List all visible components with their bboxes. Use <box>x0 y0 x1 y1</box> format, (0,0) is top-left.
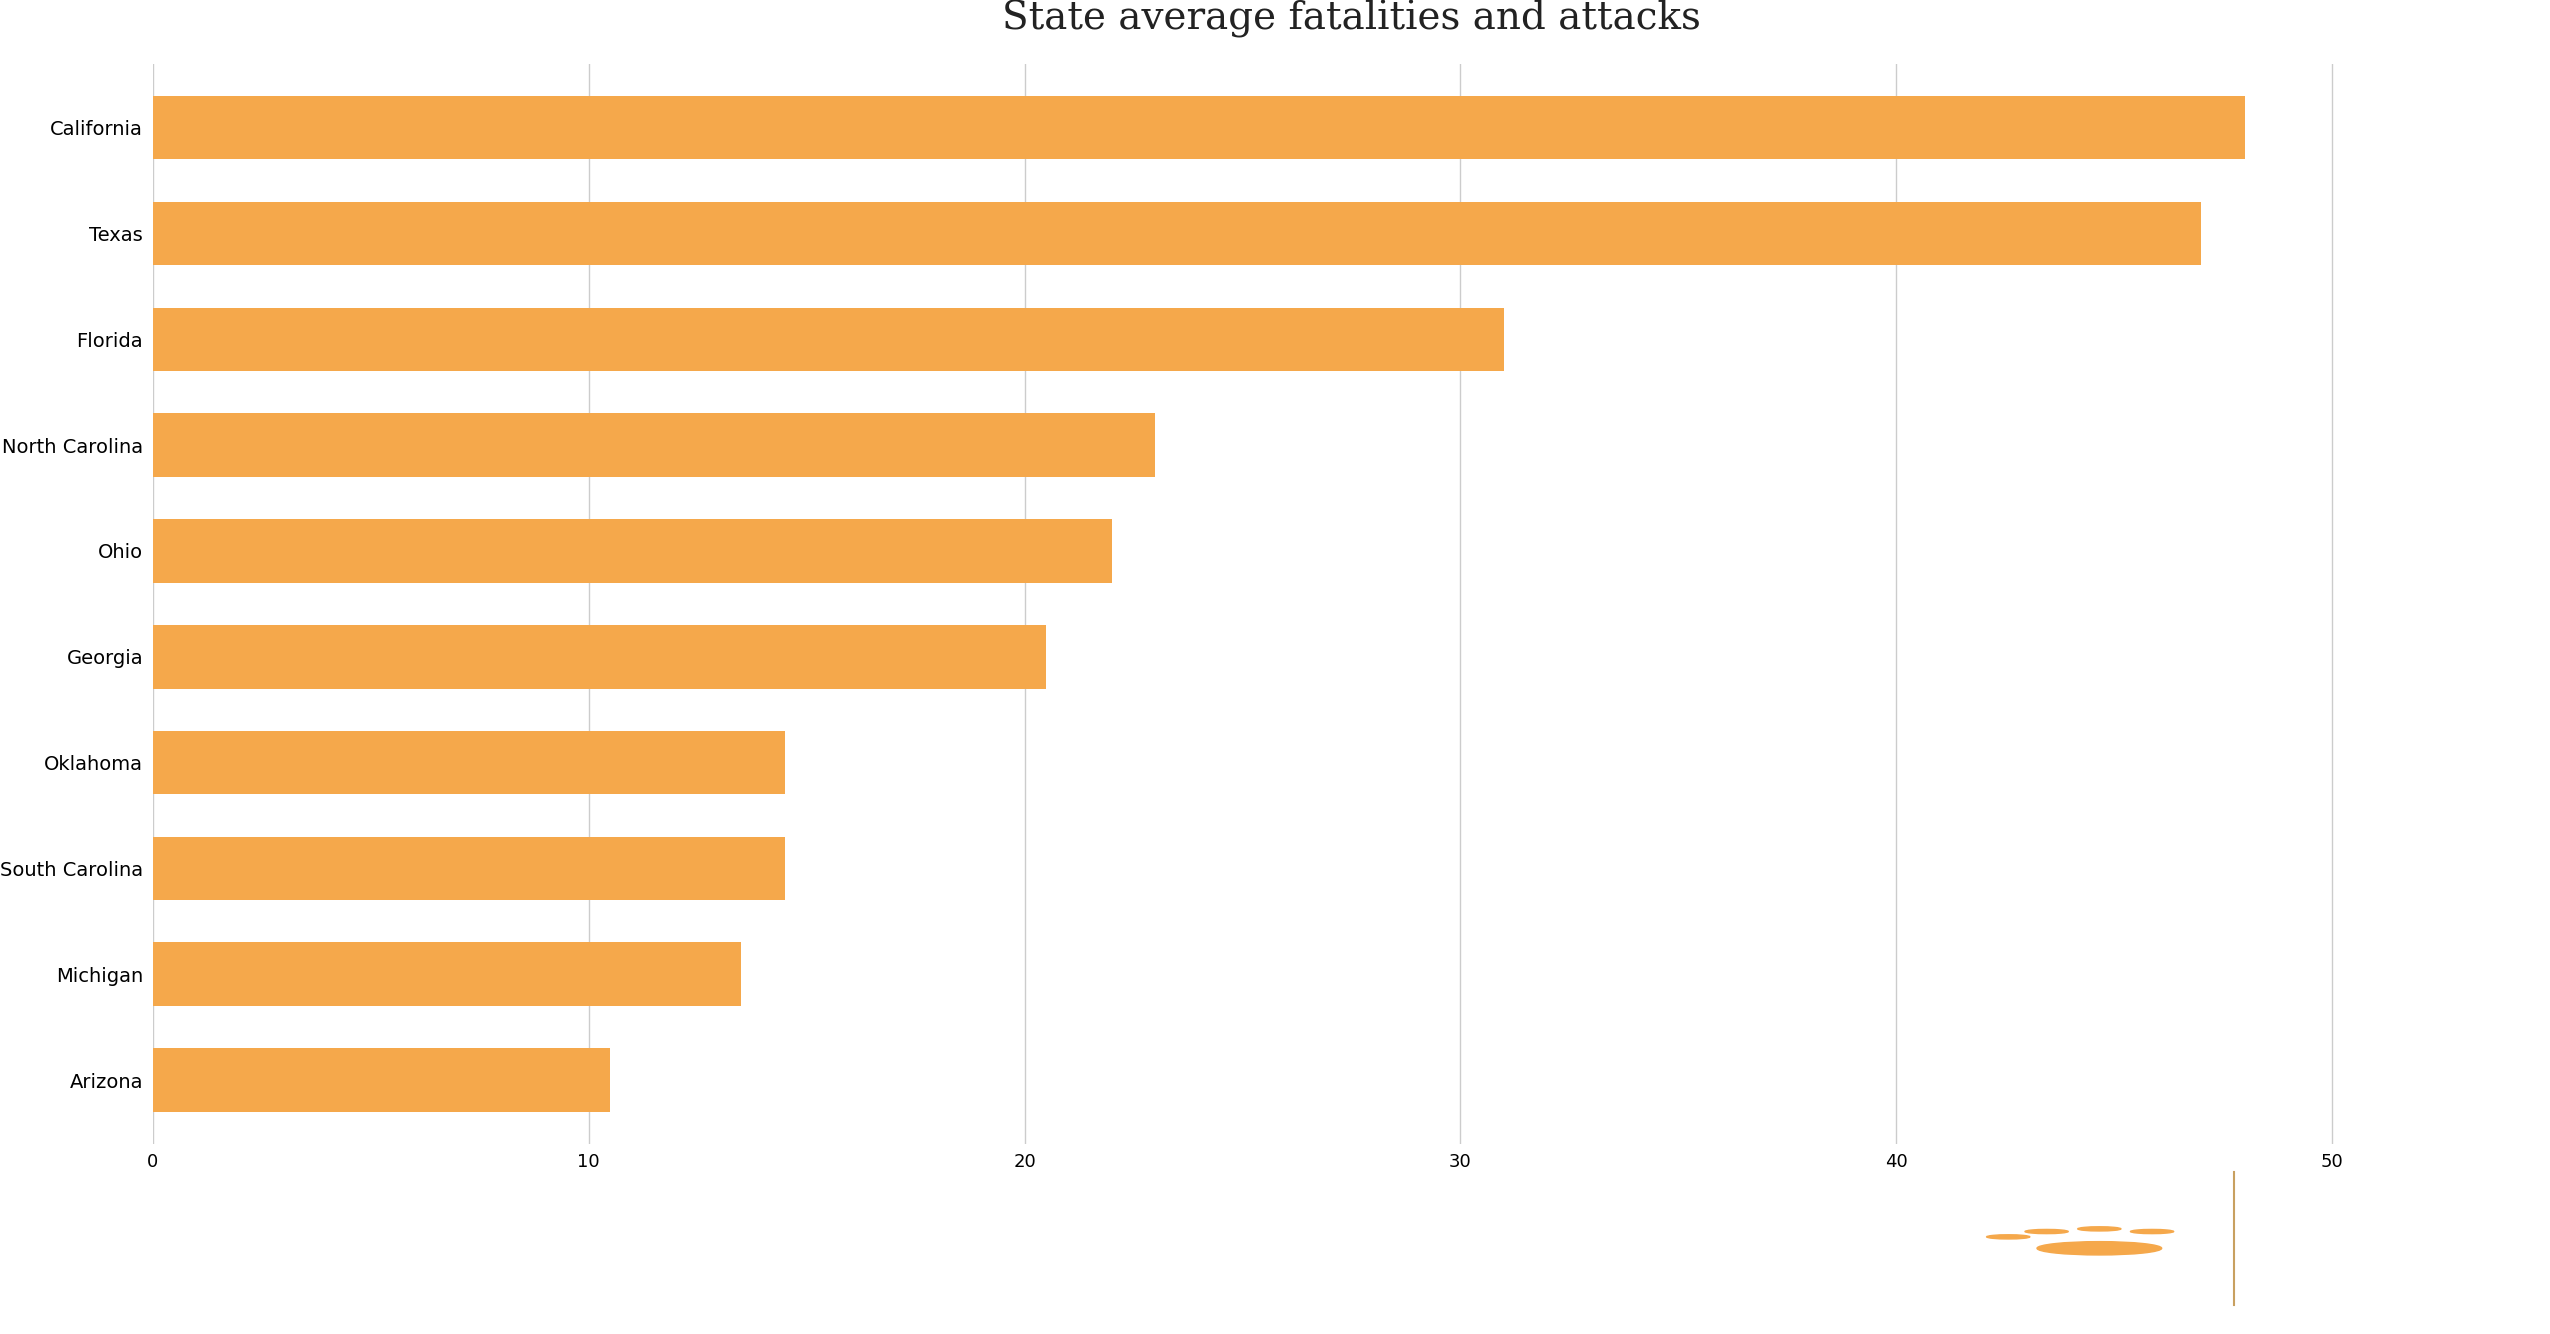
Bar <box>153 201 2201 265</box>
Ellipse shape <box>2025 1230 2068 1234</box>
Bar <box>153 731 785 794</box>
Ellipse shape <box>2037 1242 2162 1255</box>
Text: HOME: HOME <box>2275 1266 2377 1295</box>
Ellipse shape <box>1986 1235 2030 1239</box>
Bar <box>153 414 1155 476</box>
Bar <box>153 836 785 900</box>
Text: BRING JACKSON: BRING JACKSON <box>2275 1201 2435 1219</box>
Ellipse shape <box>2129 1230 2173 1234</box>
Bar <box>153 1049 609 1111</box>
Bar <box>153 943 742 1006</box>
Bar <box>153 626 1046 688</box>
Bar <box>153 308 1504 371</box>
Bar <box>153 519 1112 583</box>
Title: State average fatalities and attacks: State average fatalities and attacks <box>1002 0 1701 37</box>
Text: Dog Bite Statistics  |  Copyright 2025: Dog Bite Statistics | Copyright 2025 <box>224 1225 739 1253</box>
Bar <box>153 96 2244 160</box>
Ellipse shape <box>2078 1227 2122 1231</box>
